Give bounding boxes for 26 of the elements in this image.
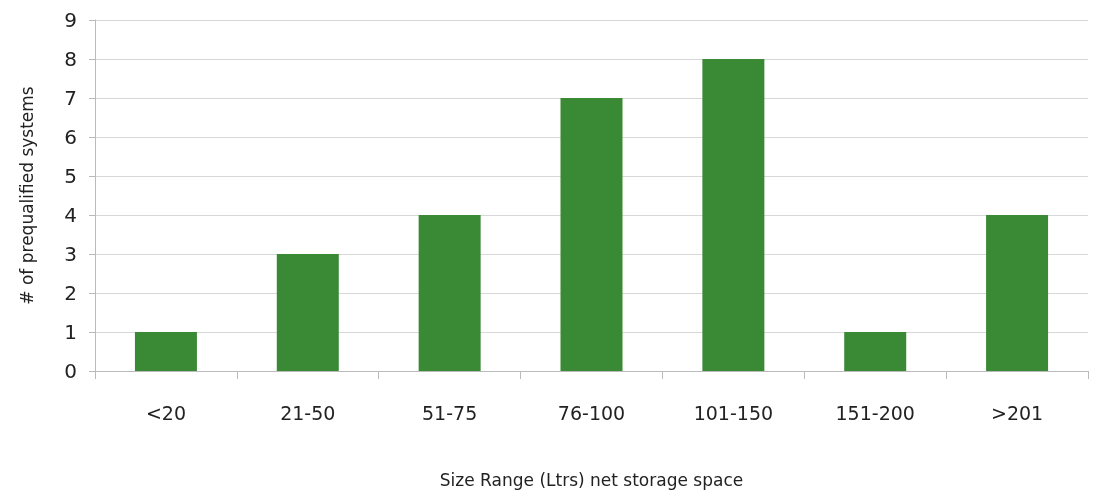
y-axis-title: # of prequalified systems xyxy=(16,86,37,305)
x-tick-label: 21-50 xyxy=(280,401,336,424)
y-tick-label: 1 xyxy=(64,320,77,344)
y-tick-label: 6 xyxy=(64,125,77,149)
y-tick-label: 3 xyxy=(64,242,77,266)
x-tick-label: <20 xyxy=(145,401,186,424)
y-tick-label: 5 xyxy=(64,164,77,188)
bar xyxy=(560,98,623,371)
y-tick-label: 7 xyxy=(64,86,77,110)
x-tick-label: >201 xyxy=(990,401,1044,424)
bar xyxy=(844,332,907,371)
y-tick-label: 8 xyxy=(64,47,77,71)
x-tick-label: 76-100 xyxy=(557,401,626,424)
y-tick-label: 9 xyxy=(64,8,77,32)
y-tick-label: 0 xyxy=(64,359,77,383)
bar xyxy=(276,254,339,371)
y-tick-label: 4 xyxy=(64,203,77,227)
x-tick-label: 101-150 xyxy=(693,401,774,424)
y-tick-label: 2 xyxy=(64,281,77,305)
x-tick-label: 151-200 xyxy=(835,401,915,424)
bar xyxy=(134,332,197,371)
bar xyxy=(418,215,481,371)
bar xyxy=(986,215,1049,371)
x-tick-label: 51-75 xyxy=(422,401,478,424)
bar xyxy=(702,59,765,371)
x-axis-title: Size Range (Ltrs) net storage space xyxy=(439,469,744,490)
